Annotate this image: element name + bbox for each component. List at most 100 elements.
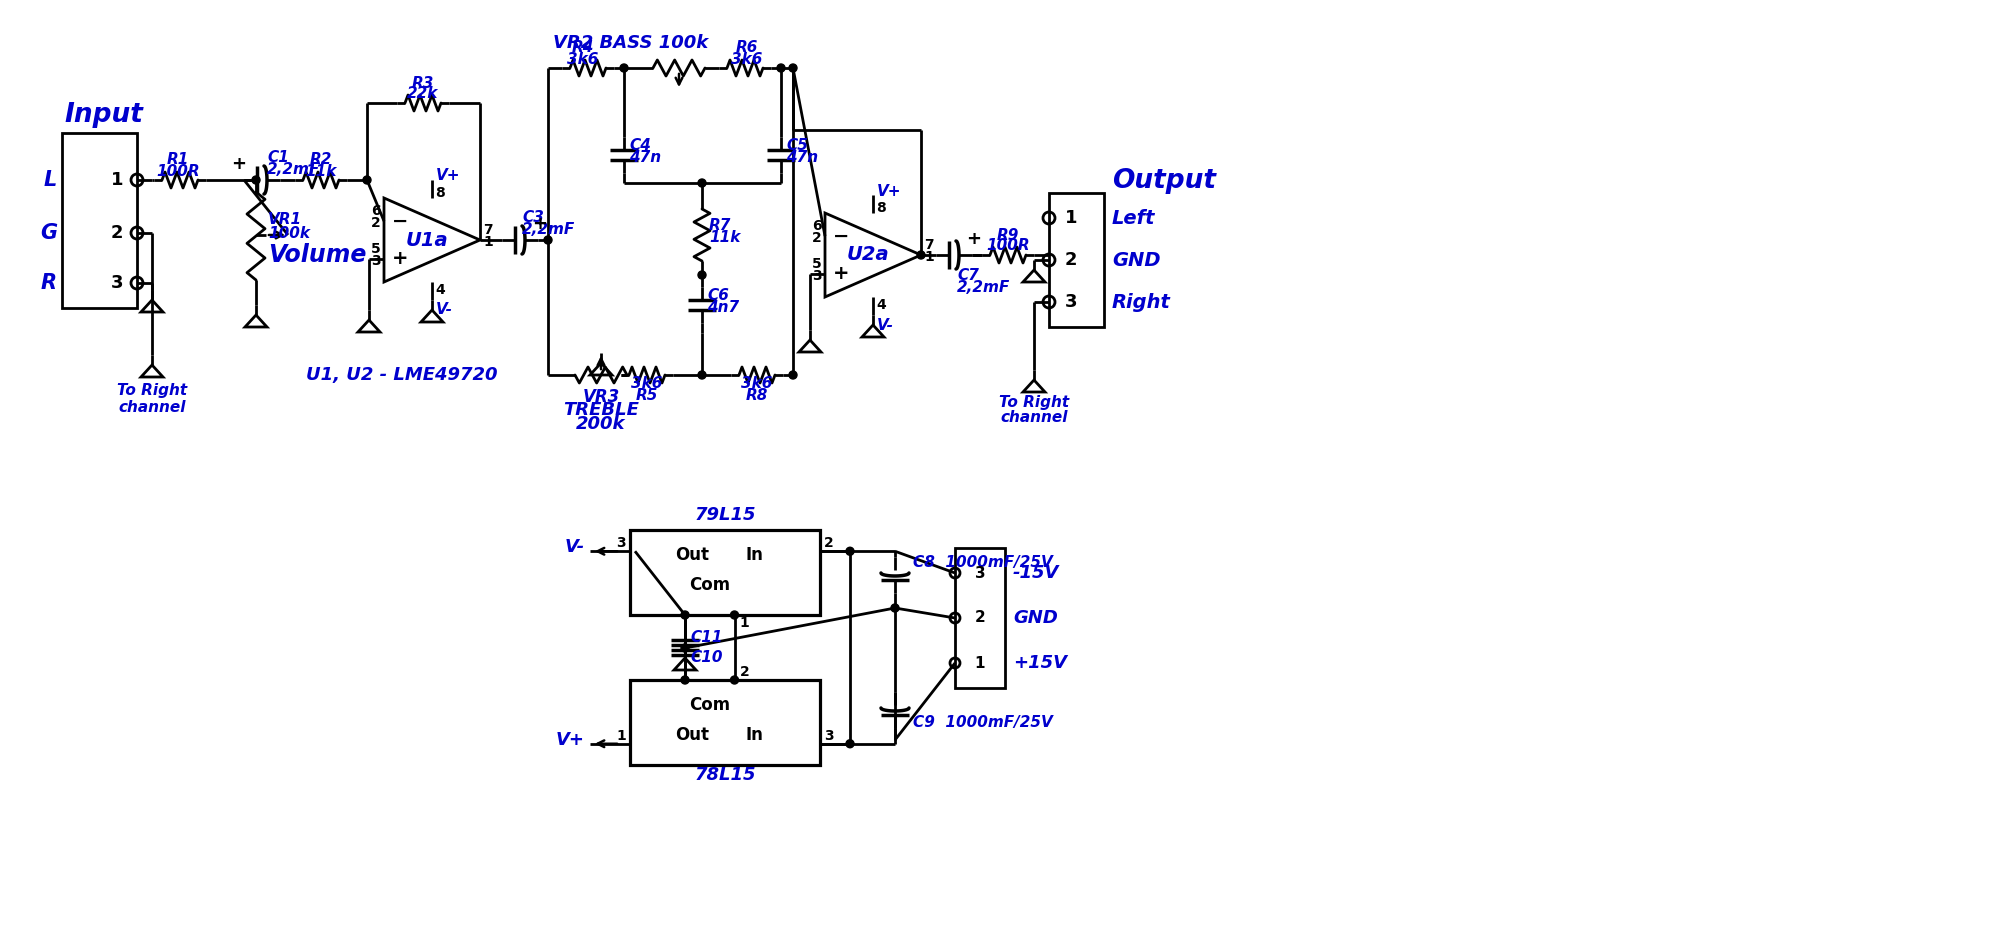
Text: 47n: 47n [628, 149, 662, 164]
Circle shape [698, 371, 706, 379]
Text: Right: Right [1113, 293, 1170, 312]
Text: 11k: 11k [305, 163, 337, 178]
Circle shape [363, 176, 371, 184]
Circle shape [845, 740, 853, 748]
Circle shape [790, 64, 798, 72]
Text: 100R: 100R [156, 163, 199, 178]
Text: Input: Input [64, 102, 144, 128]
Text: Com: Com [690, 576, 730, 595]
Text: V-: V- [437, 302, 453, 317]
Text: 4: 4 [875, 298, 885, 312]
Text: C1: C1 [267, 150, 289, 165]
Text: 3: 3 [112, 274, 124, 292]
Text: 8: 8 [435, 186, 445, 200]
Text: +: + [532, 215, 548, 233]
Text: L: L [44, 170, 58, 190]
Text: 200k: 200k [576, 415, 626, 433]
Text: R7: R7 [710, 217, 732, 232]
Circle shape [682, 644, 690, 652]
Text: 79L15: 79L15 [694, 506, 756, 524]
Bar [630, 680, 820, 765]
Text: 1: 1 [1065, 209, 1077, 227]
Text: 2,2mF: 2,2mF [957, 279, 1011, 295]
Circle shape [620, 64, 628, 72]
Text: 3: 3 [1065, 293, 1077, 311]
Circle shape [917, 251, 925, 259]
Circle shape [730, 676, 738, 684]
Text: -15V: -15V [1013, 564, 1059, 582]
Text: V+: V+ [877, 183, 901, 198]
Text: R9: R9 [997, 228, 1019, 243]
Text: −: − [833, 227, 849, 245]
Bar [630, 530, 820, 615]
Text: +: + [833, 264, 849, 283]
Bar [1049, 193, 1105, 327]
Text: +: + [967, 230, 981, 248]
Circle shape [682, 676, 690, 684]
Text: V-: V- [877, 317, 893, 332]
Text: In: In [746, 726, 764, 744]
Text: 2: 2 [824, 536, 833, 550]
Circle shape [698, 271, 706, 279]
Text: 2: 2 [740, 665, 750, 679]
Text: C7: C7 [957, 267, 979, 282]
Text: C6: C6 [708, 288, 730, 302]
Text: 78L15: 78L15 [694, 766, 756, 784]
Text: VR2 BASS 100k: VR2 BASS 100k [552, 34, 708, 52]
Text: 2: 2 [975, 611, 985, 626]
Text: C5: C5 [786, 138, 808, 153]
Circle shape [730, 611, 738, 619]
Text: R3: R3 [413, 76, 435, 91]
Text: 11k: 11k [710, 229, 740, 244]
Text: 2: 2 [812, 231, 822, 245]
Text: R8: R8 [746, 387, 768, 402]
Text: 4: 4 [435, 283, 445, 297]
Text: 47n: 47n [786, 149, 818, 164]
Text: VR3: VR3 [582, 388, 620, 406]
Text: 3: 3 [812, 269, 822, 283]
Text: 22k: 22k [407, 87, 439, 102]
Text: Output: Output [1113, 168, 1216, 194]
Text: V-: V- [564, 538, 584, 556]
Text: To Right: To Right [118, 382, 187, 397]
Text: 6: 6 [371, 204, 381, 218]
Text: 1: 1 [975, 655, 985, 670]
Text: 5: 5 [371, 242, 381, 256]
Circle shape [698, 179, 706, 187]
Text: 100R: 100R [987, 239, 1029, 254]
Text: Left: Left [1113, 209, 1155, 228]
Text: 3k6: 3k6 [742, 377, 774, 392]
Text: In: In [746, 547, 764, 565]
Circle shape [891, 604, 899, 612]
Text: G: G [40, 223, 58, 243]
Text: channel: channel [1001, 411, 1067, 426]
Text: 8: 8 [875, 201, 885, 215]
Circle shape [251, 176, 259, 184]
Text: 3k6: 3k6 [732, 53, 762, 68]
Text: channel: channel [118, 399, 185, 414]
Text: U1, U2 - LME49720: U1, U2 - LME49720 [307, 366, 498, 384]
Text: R4: R4 [572, 41, 594, 56]
Bar [955, 548, 1005, 688]
Text: −: − [393, 211, 409, 230]
Text: GND: GND [1013, 609, 1059, 627]
Text: 1: 1 [483, 235, 493, 249]
Text: C4: C4 [628, 138, 650, 153]
Circle shape [845, 548, 853, 555]
Text: 7: 7 [483, 223, 493, 237]
Text: 2,2mF: 2,2mF [267, 162, 321, 177]
Text: R: R [40, 273, 58, 293]
Text: +: + [393, 249, 409, 268]
Text: 4n7: 4n7 [708, 299, 740, 314]
Text: 6: 6 [812, 219, 822, 233]
Text: +15V: +15V [1013, 654, 1067, 672]
Text: Com: Com [690, 697, 730, 715]
Text: 3k6: 3k6 [632, 377, 662, 392]
Text: C3: C3 [522, 211, 544, 226]
Text: 2: 2 [1065, 251, 1077, 269]
Text: Out: Out [676, 547, 710, 565]
Text: 1: 1 [616, 729, 626, 743]
Text: C9  1000mF/25V: C9 1000mF/25V [913, 715, 1053, 730]
Text: C10: C10 [690, 650, 722, 666]
Text: R5: R5 [636, 387, 658, 402]
